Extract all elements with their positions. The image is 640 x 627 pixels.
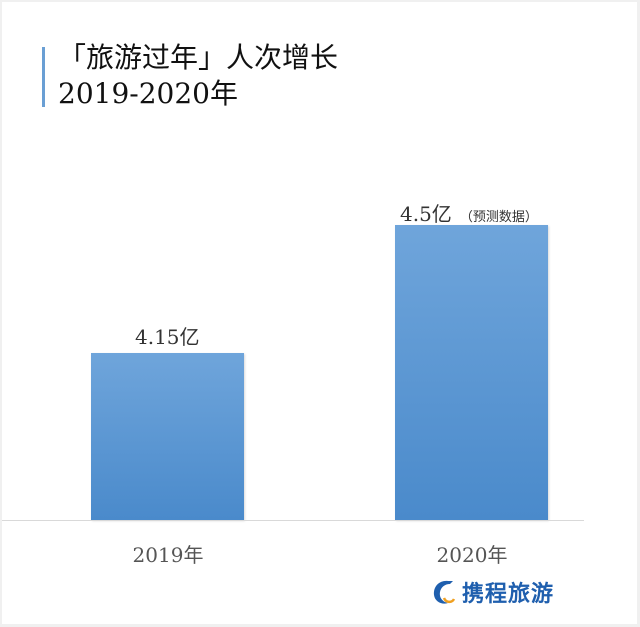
bar-2020 [395, 225, 548, 520]
bar-2019 [91, 353, 244, 520]
ctrip-logo: 携程旅游 [430, 576, 554, 608]
chart-title: 「旅游过年」人次增长 2019-2020年 [58, 40, 338, 112]
x-label-2019: 2019年 [132, 543, 204, 567]
logo-text: 携程旅游 [462, 582, 555, 607]
value-text: 4.5亿 [400, 202, 452, 226]
title-line-2: 2019-2020年 [58, 77, 238, 110]
title-accent-bar [42, 47, 45, 107]
dolphin-logo-icon [433, 580, 456, 604]
value-label-2019: 4.15亿 [135, 321, 200, 350]
x-axis-line [2, 520, 584, 521]
title-line-1: 「旅游过年」人次增长 [58, 41, 339, 74]
value-text: 4.15亿 [135, 325, 200, 349]
x-label-2020: 2020年 [436, 543, 508, 567]
forecast-note: （预测数据） [459, 210, 538, 225]
value-label-2020: 4.5亿 （预测数据） [400, 198, 538, 227]
